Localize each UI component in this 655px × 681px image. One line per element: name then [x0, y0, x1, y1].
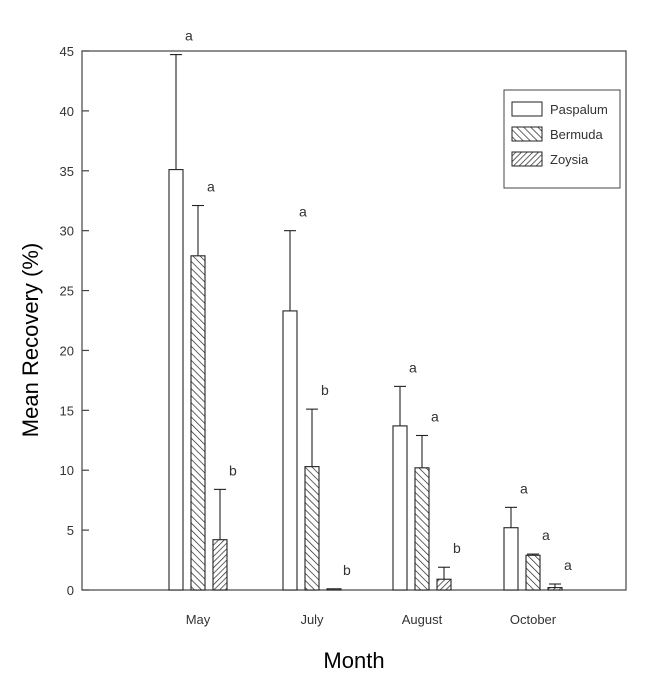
bar-zoysia-may [212, 539, 228, 591]
legend: Paspalum Bermuda Zoysia [503, 89, 621, 189]
legend-swatch-paspalum [511, 101, 543, 117]
y-tick-label: 0 [67, 583, 74, 598]
y-axis-title: Mean Recovery (%) [18, 243, 43, 437]
y-tick-label: 10 [60, 463, 74, 478]
x-tick-label: May [186, 612, 211, 627]
bar-paspalum-october [503, 527, 519, 591]
y-tick-label: 40 [60, 104, 74, 119]
bar-bermuda-july [304, 466, 320, 591]
legend-swatch-bermuda [511, 126, 543, 142]
significance-letter: b [229, 462, 237, 478]
significance-letter: a [542, 527, 550, 543]
bar-paspalum-august [392, 425, 408, 591]
bar-zoysia-july [326, 588, 342, 591]
bar-paspalum-may [168, 169, 184, 591]
significance-letter: a [299, 204, 307, 220]
x-axis-title: Month [323, 648, 384, 673]
y-tick-label: 25 [60, 284, 74, 299]
bar-zoysia-august [436, 578, 452, 591]
bar-bermuda-august [414, 467, 430, 591]
x-tick-label: August [402, 612, 443, 627]
significance-letter: a [431, 408, 439, 424]
significance-letter: a [207, 179, 215, 195]
bar-bermuda-may [190, 255, 206, 591]
y-axis: 0 5 10 15 20 25 30 35 40 45 [60, 44, 89, 598]
plot-frame [81, 50, 627, 591]
legend-label-zoysia: Zoysia [550, 152, 589, 167]
significance-letter: a [520, 480, 528, 496]
x-tick-label: July [300, 612, 324, 627]
y-tick-label: 20 [60, 343, 74, 358]
bar-zoysia-october [547, 587, 563, 591]
legend-label-bermuda: Bermuda [550, 127, 604, 142]
y-tick-label: 45 [60, 44, 74, 59]
y-tick-label: 35 [60, 164, 74, 179]
legend-label-paspalum: Paspalum [550, 102, 608, 117]
y-tick-label: 15 [60, 403, 74, 418]
bar-paspalum-july [282, 310, 298, 591]
y-tick-label: 5 [67, 523, 74, 538]
x-axis: May July August October [186, 612, 557, 627]
significance-letter: b [453, 540, 461, 556]
bar-bermuda-october [525, 554, 541, 591]
y-tick-label: 30 [60, 224, 74, 239]
significance-letter: a [409, 359, 417, 375]
significance-letter: a [185, 28, 193, 44]
significance-letter: b [321, 382, 329, 398]
x-tick-label: October [510, 612, 557, 627]
legend-swatch-zoysia [511, 151, 543, 167]
significance-letter: a [564, 557, 572, 573]
significance-letter: b [343, 562, 351, 578]
